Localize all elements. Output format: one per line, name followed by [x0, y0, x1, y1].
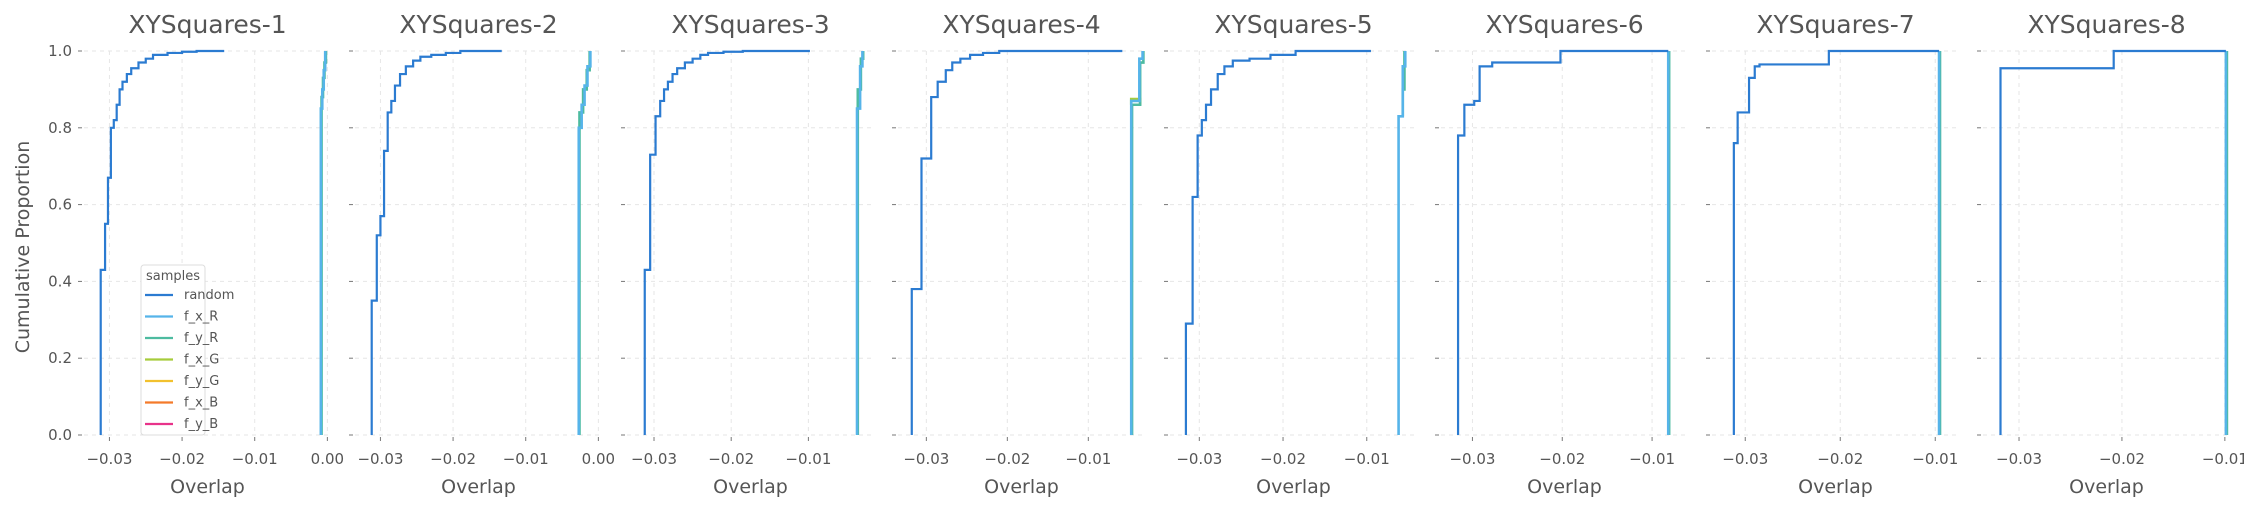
x-tick-label: −0.03 — [357, 450, 403, 468]
y-tick-label: 0.8 — [48, 119, 72, 137]
x-tick-label: −0.01 — [2202, 450, 2244, 468]
y-tick-label: 0.2 — [48, 349, 72, 367]
legend-label: f_x_B — [184, 396, 218, 411]
x-tick-label: −0.02 — [984, 450, 1030, 468]
y-tick-label: 0.0 — [48, 426, 72, 444]
panel-2: XYSquares-2 −0.03 −0.02 −0.01 0.00 Overlap — [349, 10, 615, 498]
x-tick-label: −0.02 — [430, 450, 476, 468]
x-tick-label: −0.02 — [159, 450, 205, 468]
series-line-f-x-R — [855, 51, 864, 435]
legend-title: samples — [146, 269, 200, 284]
panel-title: XYSquares-1 — [128, 10, 286, 39]
x-axis-label: Overlap — [2069, 476, 2144, 498]
x-tick-label: 0.00 — [582, 450, 615, 468]
panel-6: XYSquares-6 −0.03 −0.02 −0.01 Overlap — [1435, 10, 1688, 498]
panel-3: XYSquares-3 −0.03 −0.02 −0.01 Overlap — [621, 10, 874, 498]
x-tick-label: −0.01 — [1629, 450, 1675, 468]
legend-label: f_x_G — [184, 353, 219, 368]
panel-title: XYSquares-2 — [399, 10, 557, 39]
x-tick-label: −0.02 — [2099, 450, 2145, 468]
x-tick-label: −0.01 — [232, 450, 278, 468]
y-tick-label: 0.6 — [48, 196, 72, 214]
panel-4: XYSquares-4 −0.03 −0.02 −0.01 Overlap — [892, 10, 1145, 498]
series-line-random — [643, 49, 810, 435]
x-tick-label: −0.03 — [86, 450, 132, 468]
panel-title: XYSquares-4 — [942, 10, 1100, 39]
x-axis-label: Overlap — [984, 476, 1059, 498]
panels: XYSquares-1 0.0 0.2 0.4 0.6 0.8 1.0 −0.03 −0.02 −… — [48, 10, 2244, 498]
series-line-random — [910, 49, 1123, 435]
x-axis-label: Overlap — [170, 476, 245, 498]
x-tick-label: −0.01 — [785, 450, 831, 468]
panel-title: XYSquares-7 — [1756, 10, 1914, 39]
series-line-random — [1456, 49, 1669, 435]
legend-label: f_y_R — [184, 331, 218, 346]
series-line-random — [1999, 49, 2226, 435]
x-tick-label: −0.03 — [1449, 450, 1495, 468]
legend-label: f_x_R — [184, 310, 218, 325]
x-axis-label: Overlap — [1798, 476, 1873, 498]
panel-title: XYSquares-6 — [1485, 10, 1643, 39]
y-axis-label: Cumulative Proportion — [12, 141, 34, 354]
x-tick-label: −0.03 — [631, 450, 677, 468]
x-tick-label: −0.01 — [1065, 450, 1111, 468]
panel-1: XYSquares-1 0.0 0.2 0.4 0.6 0.8 1.0 −0.03 −0.02 −… — [48, 10, 344, 498]
x-axis-label: Overlap — [441, 476, 516, 498]
x-axis-label: Overlap — [1527, 476, 1602, 498]
x-axis-label: Overlap — [1256, 476, 1331, 498]
series-line-f-x-R — [1397, 51, 1407, 435]
x-tick-label: −0.03 — [903, 450, 949, 468]
x-tick-label: 0.00 — [311, 450, 344, 468]
panel-8: XYSquares-8 −0.03 −0.02 −0.01 Overlap — [1977, 10, 2244, 498]
series-line-f-x-R — [1129, 51, 1144, 435]
legend: samples random f_x_R f_y_R f_x_G f_y_G f_x_B f_… — [140, 264, 234, 436]
series-line-random — [99, 49, 225, 435]
y-tick-label: 1.0 — [48, 42, 72, 60]
panel-title: XYSquares-8 — [2027, 10, 2185, 39]
legend-label: random — [184, 288, 234, 303]
x-tick-label: −0.02 — [1260, 450, 1306, 468]
y-tick-label: 0.4 — [48, 272, 72, 290]
series-line-f-y-R — [1130, 51, 1145, 435]
series-line-random — [370, 49, 502, 435]
panel-7: XYSquares-7 −0.03 −0.02 −0.01 Overlap — [1706, 10, 1959, 498]
x-tick-label: −0.01 — [1912, 450, 1958, 468]
x-tick-label: −0.02 — [708, 450, 754, 468]
x-tick-label: −0.03 — [1996, 450, 2042, 468]
series-line-f-x-R — [319, 51, 327, 435]
legend-label: f_y_G — [184, 374, 219, 389]
legend-label: f_y_B — [184, 417, 218, 432]
x-tick-label: −0.02 — [1539, 450, 1585, 468]
panel-title: XYSquares-3 — [671, 10, 829, 39]
x-tick-label: −0.01 — [503, 450, 549, 468]
x-tick-label: −0.02 — [1817, 450, 1863, 468]
x-tick-label: −0.01 — [1344, 450, 1390, 468]
panel-title: XYSquares-5 — [1214, 10, 1372, 39]
x-tick-label: −0.03 — [1176, 450, 1222, 468]
series-line-random — [1184, 49, 1371, 435]
x-axis-label: Overlap — [713, 476, 788, 498]
legend-box — [140, 264, 206, 436]
x-tick-label: −0.03 — [1722, 450, 1768, 468]
series-line-random — [1732, 49, 1940, 435]
series-line-f-x-R — [577, 51, 592, 435]
panel-5: XYSquares-5 −0.03 −0.02 −0.01 Overlap — [1164, 10, 1417, 498]
